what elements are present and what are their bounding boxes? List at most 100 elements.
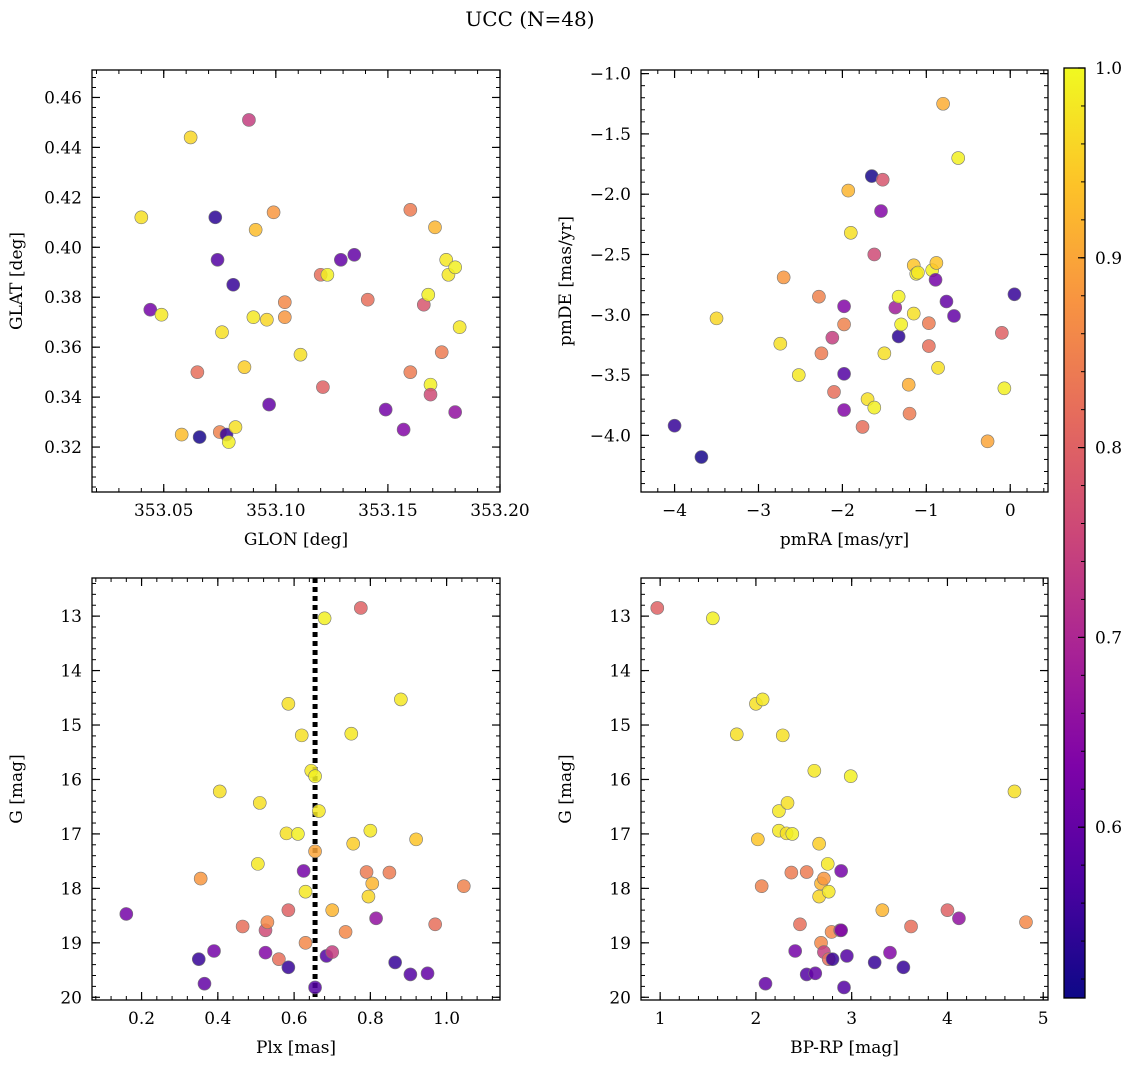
data-point	[359, 865, 374, 879]
x-tick-label: 353.10	[246, 501, 305, 521]
x-tick-label: 353.05	[134, 501, 193, 521]
data-point	[775, 728, 790, 743]
y-tick-label: 0.40	[44, 238, 82, 258]
data-point	[365, 876, 380, 891]
data-point	[947, 309, 961, 323]
x-tick-label: 2	[751, 1009, 762, 1029]
data-point	[841, 183, 856, 198]
data-point	[409, 832, 423, 847]
data-point	[272, 952, 286, 966]
y-tick-label: −4.0	[590, 426, 631, 446]
data-point	[248, 223, 263, 237]
data-point	[434, 345, 449, 359]
y-tick-label: 0.34	[44, 388, 82, 408]
data-point	[296, 864, 311, 878]
data-point	[706, 611, 720, 626]
data-point	[294, 728, 309, 743]
y-tick-label: 15	[609, 716, 631, 736]
y-tick-label: 19	[60, 934, 82, 954]
data-point	[208, 210, 223, 225]
scatter-panel-2: −4 −3 −2 −1 0 −4.0 −3.5 −3.0 −2.5 −2.0 −1.5 −1.0 pmR…	[556, 65, 1049, 550]
y-tick-label: 19	[609, 934, 631, 954]
y-tick-label: 14	[609, 662, 631, 682]
x-tick-label: −3	[746, 501, 771, 521]
data-point	[758, 976, 773, 991]
data-point	[995, 326, 1009, 340]
x-tick-label: 0.4	[204, 1009, 231, 1029]
y-tick-label: 13	[60, 607, 82, 627]
data-point	[378, 402, 393, 417]
x-tick-label: 353.20	[470, 501, 529, 521]
y-tick-label: −2.0	[590, 185, 631, 205]
y-tick-label: 0.42	[44, 188, 82, 208]
x-axis-label: Plx [mas]	[256, 1038, 336, 1058]
y-tick-label: 13	[609, 607, 631, 627]
data-point	[325, 945, 340, 959]
data-point	[388, 955, 402, 970]
data-point	[808, 966, 823, 981]
data-point	[875, 903, 890, 917]
data-point	[1007, 784, 1022, 799]
data-point	[428, 220, 442, 235]
data-point	[308, 844, 322, 859]
y-tick-label: −1.5	[590, 125, 631, 145]
data-point	[980, 434, 995, 449]
data-point	[298, 936, 313, 950]
data-point	[360, 292, 375, 307]
data-point	[193, 871, 208, 886]
y-tick-label: 0.44	[44, 138, 82, 158]
y-tick-label: 0.46	[44, 88, 82, 108]
colorbar: 0.6 0.7 0.8 0.9 1.0	[1063, 59, 1122, 999]
y-tick-label: −3.5	[590, 366, 631, 386]
x-axis-label: pmRA [mas/yr]	[780, 530, 909, 550]
data-point	[452, 320, 467, 334]
scatter-panel-4: 1 2 3 4 5 13 14 15 16 17 18 19 20 BP-RP [mag] G [mag]	[556, 577, 1049, 1058]
data-point	[119, 907, 134, 921]
data-point	[344, 726, 359, 741]
data-point	[262, 397, 276, 412]
data-point	[837, 980, 851, 995]
x-tick-label: 1.0	[433, 1009, 460, 1029]
data-point	[134, 210, 149, 225]
x-tick-label: 3	[846, 1009, 857, 1029]
axes-frame	[91, 577, 501, 1001]
data-point	[334, 252, 348, 267]
y-tick-label: 14	[60, 662, 82, 682]
data-point	[874, 204, 888, 218]
data-point	[951, 151, 966, 165]
data-point	[901, 377, 916, 392]
colorbar-tick-label: 0.6	[1095, 818, 1122, 838]
data-point	[277, 310, 292, 325]
y-axis-label: GLAT [deg]	[7, 232, 27, 330]
data-point	[1007, 287, 1022, 302]
data-point	[772, 804, 786, 818]
data-point	[403, 365, 418, 379]
data-point	[312, 804, 326, 818]
data-point	[226, 277, 241, 292]
data-point	[877, 346, 892, 361]
y-tick-label: 0.36	[44, 338, 82, 358]
data-point	[403, 203, 418, 217]
data-point	[840, 949, 854, 963]
data-point	[931, 361, 945, 375]
data-point	[896, 960, 911, 975]
data-point	[827, 385, 841, 399]
data-point	[997, 381, 1012, 396]
data-point	[317, 611, 332, 626]
data-point	[754, 879, 769, 893]
scatter-panel-3: 0.2 0.4 0.6 0.8 1.0 13 14 15 16 17 18 19 20 Plx [mas]…	[7, 577, 501, 1058]
data-point	[855, 420, 870, 434]
y-tick-label: −1.0	[590, 65, 631, 85]
data-point	[807, 763, 822, 778]
data-point	[837, 403, 851, 417]
data-point	[354, 601, 368, 615]
y-tick-label: 18	[609, 879, 631, 899]
data-point	[394, 692, 408, 707]
data-point	[694, 450, 709, 464]
data-point	[320, 267, 335, 282]
data-point	[369, 911, 383, 926]
data-point	[902, 406, 917, 421]
data-point	[420, 966, 435, 981]
data-point	[423, 387, 438, 402]
data-point	[799, 865, 814, 879]
